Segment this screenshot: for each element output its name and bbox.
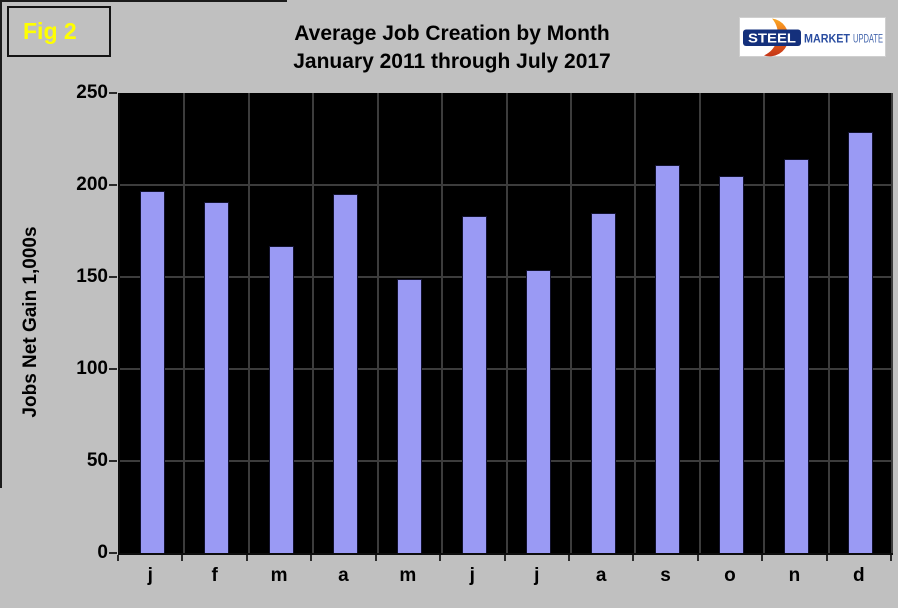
x-axis-tick-label: a — [338, 565, 349, 586]
bar — [204, 201, 230, 553]
y-axis-tick — [109, 368, 117, 370]
logo-crescent-icon — [764, 18, 789, 57]
bar — [332, 194, 358, 553]
bar — [139, 190, 165, 553]
x-axis-tick-label: j — [469, 565, 475, 586]
bar — [590, 212, 616, 553]
chart-title-line2: January 2011 through July 2017 — [293, 50, 611, 73]
x-axis-tick-label: m — [399, 565, 417, 586]
x-axis-tick-label: s — [660, 565, 671, 586]
x-axis-tick-label: j — [534, 565, 540, 586]
chart-title: Average Job Creation by Month January 20… — [112, 20, 792, 76]
vertical-gridline — [183, 93, 186, 553]
screenshot-border-top — [0, 0, 287, 2]
vertical-gridline — [827, 93, 830, 553]
bar — [848, 131, 874, 553]
logo-text-market: MARKET — [804, 32, 851, 46]
y-axis-tick-label: 100 — [76, 358, 108, 379]
y-axis-tick-label: 250 — [76, 82, 108, 103]
logo-text-steel: STEEL — [748, 32, 796, 46]
y-axis-tick-label: 0 — [97, 542, 108, 563]
bar — [397, 278, 423, 553]
x-axis-tick — [567, 555, 570, 561]
x-axis-tick-label: o — [724, 565, 736, 586]
vertical-gridline — [634, 93, 637, 553]
x-axis-tick — [825, 555, 828, 561]
x-axis-tick-label: a — [595, 565, 607, 586]
y-axis-tick-label: 50 — [86, 450, 108, 471]
x-axis-tick-label: f — [211, 565, 218, 586]
steel-market-update-logo: STEEL MARKET UPDATE — [739, 17, 886, 57]
bar — [783, 159, 809, 553]
plot-area — [118, 93, 893, 555]
x-axis-tick — [632, 555, 635, 561]
y-axis-tick — [109, 460, 117, 462]
bar — [526, 269, 552, 553]
y-axis-tick-label: 200 — [76, 174, 108, 195]
vertical-gridline — [698, 93, 701, 553]
x-axis-tick — [310, 555, 313, 561]
y-axis-tick-label: 150 — [76, 266, 108, 287]
vertical-gridline — [505, 93, 508, 553]
vertical-gridline — [247, 93, 250, 553]
vertical-gridline — [763, 93, 766, 553]
x-axis-tick — [374, 555, 377, 561]
screenshot-border-left — [0, 0, 2, 488]
x-axis-tick-label: j — [147, 565, 153, 586]
figure-label-box: Fig 2 — [7, 6, 111, 57]
bar — [268, 245, 294, 553]
x-axis-tick — [117, 555, 119, 561]
vertical-gridline — [891, 93, 893, 553]
x-axis-tick — [245, 555, 248, 561]
y-axis-tick — [109, 552, 117, 554]
x-axis-tick-label: d — [852, 565, 865, 586]
x-axis-tick — [181, 555, 184, 561]
chart-title-line1: Average Job Creation by Month — [294, 22, 610, 45]
x-axis-tick — [761, 555, 764, 561]
x-axis-tick — [696, 555, 699, 561]
vertical-gridline — [569, 93, 572, 553]
y-axis-tick — [109, 92, 117, 94]
vertical-gridline — [441, 93, 444, 553]
x-axis-tick-label: m — [270, 565, 288, 586]
bar — [719, 175, 745, 553]
logo-graphic: STEEL MARKET UPDATE — [739, 17, 886, 57]
y-axis-title: Jobs Net Gain 1,000s — [20, 226, 41, 418]
y-axis-tick — [109, 184, 117, 186]
y-axis-tick — [109, 276, 117, 278]
logo-steel-badge — [743, 29, 801, 46]
x-axis-tick — [890, 555, 892, 561]
vertical-gridline — [376, 93, 379, 553]
bar — [461, 216, 487, 553]
x-axis-tick — [503, 555, 506, 561]
x-axis-tick — [439, 555, 442, 561]
bar — [655, 164, 681, 553]
vertical-gridline — [312, 93, 315, 553]
logo-text-update: UPDATE — [853, 34, 883, 46]
figure-label: Fig 2 — [23, 18, 77, 44]
x-axis-tick-label: n — [788, 565, 801, 586]
